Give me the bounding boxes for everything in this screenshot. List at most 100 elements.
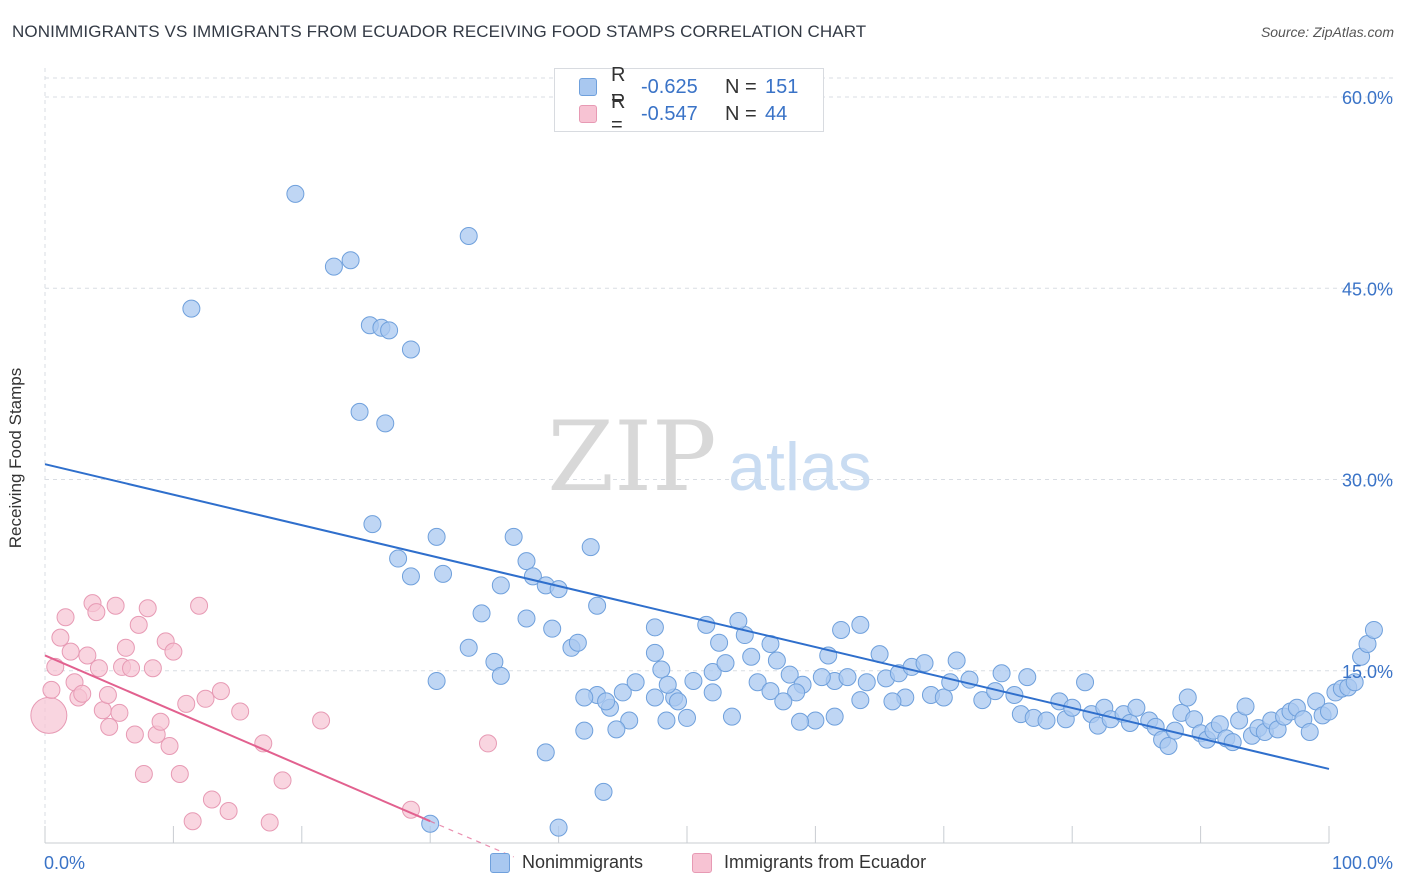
n-value: 44 <box>765 102 788 125</box>
data-point-nonimmigrant <box>1127 698 1146 717</box>
data-point-nonimmigrant <box>703 663 722 682</box>
data-point-nonimmigrant <box>1037 711 1056 730</box>
data-point-ecuador <box>164 642 183 661</box>
legend-item-nonimmigrants[interactable]: Nonimmigrants <box>490 852 643 873</box>
data-point-ecuador <box>196 689 215 708</box>
data-point-nonimmigrant <box>363 515 382 534</box>
data-point-ecuador <box>143 659 162 678</box>
data-point-ecuador <box>110 703 129 722</box>
data-point-ecuador <box>46 657 65 676</box>
data-point-nonimmigrant <box>491 576 510 595</box>
data-point-ecuador <box>231 702 250 721</box>
data-point-nonimmigrant <box>182 299 201 318</box>
data-point-nonimmigrant <box>710 633 729 652</box>
data-point-nonimmigrant <box>459 226 478 245</box>
y-tick-label: 60.0% <box>1342 88 1393 108</box>
data-point-nonimmigrant <box>620 711 639 730</box>
data-point-nonimmigrant <box>678 708 696 727</box>
data-point-nonimmigrant <box>825 707 844 726</box>
data-point-ecuador <box>73 684 92 703</box>
trend-line-nonimmigrants <box>44 463 1330 770</box>
data-point-nonimmigrant <box>748 673 767 692</box>
data-point-nonimmigrant <box>973 691 992 710</box>
data-point-nonimmigrant <box>427 671 446 690</box>
source-note: Source: ZipAtlas.com <box>1260 24 1394 40</box>
data-point-nonimmigrant <box>607 720 626 739</box>
legend-label: Immigrants from Ecuador <box>724 852 927 872</box>
watermark-zip: ZIP <box>547 401 716 513</box>
data-point-nonimmigrant <box>286 184 305 203</box>
data-point-nonimmigrant <box>780 665 799 684</box>
data-point-nonimmigrant <box>645 688 664 707</box>
data-point-nonimmigrant <box>536 743 555 762</box>
data-point-nonimmigrant <box>1236 697 1255 716</box>
data-point-nonimmigrant <box>549 580 568 599</box>
data-point-nonimmigrant <box>857 673 876 692</box>
r-label: R = <box>611 91 626 136</box>
tick-labels: 15.0% 30.0% 45.0% 60.0% 0.0% 100.0% <box>44 88 1393 873</box>
watermark-atlas: atlas <box>728 429 872 505</box>
data-point-nonimmigrant <box>626 673 645 692</box>
blue-swatch-icon <box>579 78 597 96</box>
x-axis <box>44 826 1330 844</box>
data-point-ecuador <box>160 736 179 755</box>
n-value: 151 <box>765 75 799 98</box>
data-point-nonimmigrant <box>350 402 369 421</box>
data-point-nonimmigrant <box>1018 668 1037 687</box>
data-point-nonimmigrant <box>380 321 399 340</box>
data-point-nonimmigrant <box>761 682 780 701</box>
y-tick-label: 30.0% <box>1342 471 1393 491</box>
data-point-nonimmigrant <box>376 414 395 433</box>
data-point-nonimmigrant <box>427 527 446 546</box>
data-point-ecuador <box>219 802 238 820</box>
x-tick-label-max: 100.0% <box>1332 853 1393 873</box>
data-point-nonimmigrant <box>851 615 870 634</box>
data-point-nonimmigrant <box>491 666 510 685</box>
data-point-nonimmigrant <box>716 654 735 673</box>
data-point-ecuador <box>202 790 221 809</box>
y-axis-label-text: Receiving Food Stamps <box>6 367 25 549</box>
data-point-nonimmigrant <box>568 633 587 652</box>
data-point-ecuador <box>56 608 75 627</box>
data-point-nonimmigrant <box>543 619 562 638</box>
data-point-ecuador <box>116 638 135 657</box>
data-point-ecuador <box>211 682 230 701</box>
data-point-nonimmigrant <box>742 647 761 666</box>
data-point-nonimmigrant <box>652 660 671 679</box>
data-point-nonimmigrant <box>812 668 831 687</box>
y-tick-label: 15.0% <box>1342 662 1393 682</box>
data-point-nonimmigrant <box>597 692 616 711</box>
data-point-nonimmigrant <box>472 604 491 623</box>
data-point-nonimmigrant <box>992 664 1011 683</box>
r-value: -0.625 <box>641 75 698 98</box>
watermark: ZIP atlas <box>547 401 871 513</box>
data-point-nonimmigrant <box>575 721 594 740</box>
data-point-nonimmigrant <box>838 668 857 687</box>
trend-line-ecuador <box>44 654 431 823</box>
data-point-ecuador <box>42 680 61 699</box>
legend-item-ecuador[interactable]: Immigrants from Ecuador <box>692 852 926 873</box>
data-point-nonimmigrant <box>588 596 607 615</box>
data-point-ecuador <box>125 725 144 744</box>
data-point-ecuador <box>170 765 189 784</box>
data-point-nonimmigrant <box>459 638 478 657</box>
data-point-ecuador <box>30 696 68 734</box>
data-point-nonimmigrant <box>658 675 677 694</box>
n-label: N = <box>725 102 757 125</box>
data-point-nonimmigrant <box>504 527 523 546</box>
data-point-ecuador <box>129 615 148 634</box>
chart-title: NONIMMIGRANTS VS IMMIGRANTS FROM ECUADOR… <box>12 22 867 41</box>
data-point-ecuador <box>93 701 112 720</box>
data-point-nonimmigrant <box>657 711 676 730</box>
data-point-nonimmigrant <box>645 618 664 637</box>
data-point-ecuador <box>106 596 125 615</box>
y-axis-label: Receiving Food Stamps <box>6 368 26 548</box>
data-point-ecuador <box>89 659 108 678</box>
stats-row-ecuador: R = -0.547 N = 44 <box>579 91 788 136</box>
data-point-ecuador <box>151 712 170 731</box>
data-point-nonimmigrant <box>832 620 851 639</box>
data-point-nonimmigrant <box>594 782 613 801</box>
data-point-nonimmigrant <box>1320 702 1338 721</box>
data-point-nonimmigrant <box>915 654 934 673</box>
